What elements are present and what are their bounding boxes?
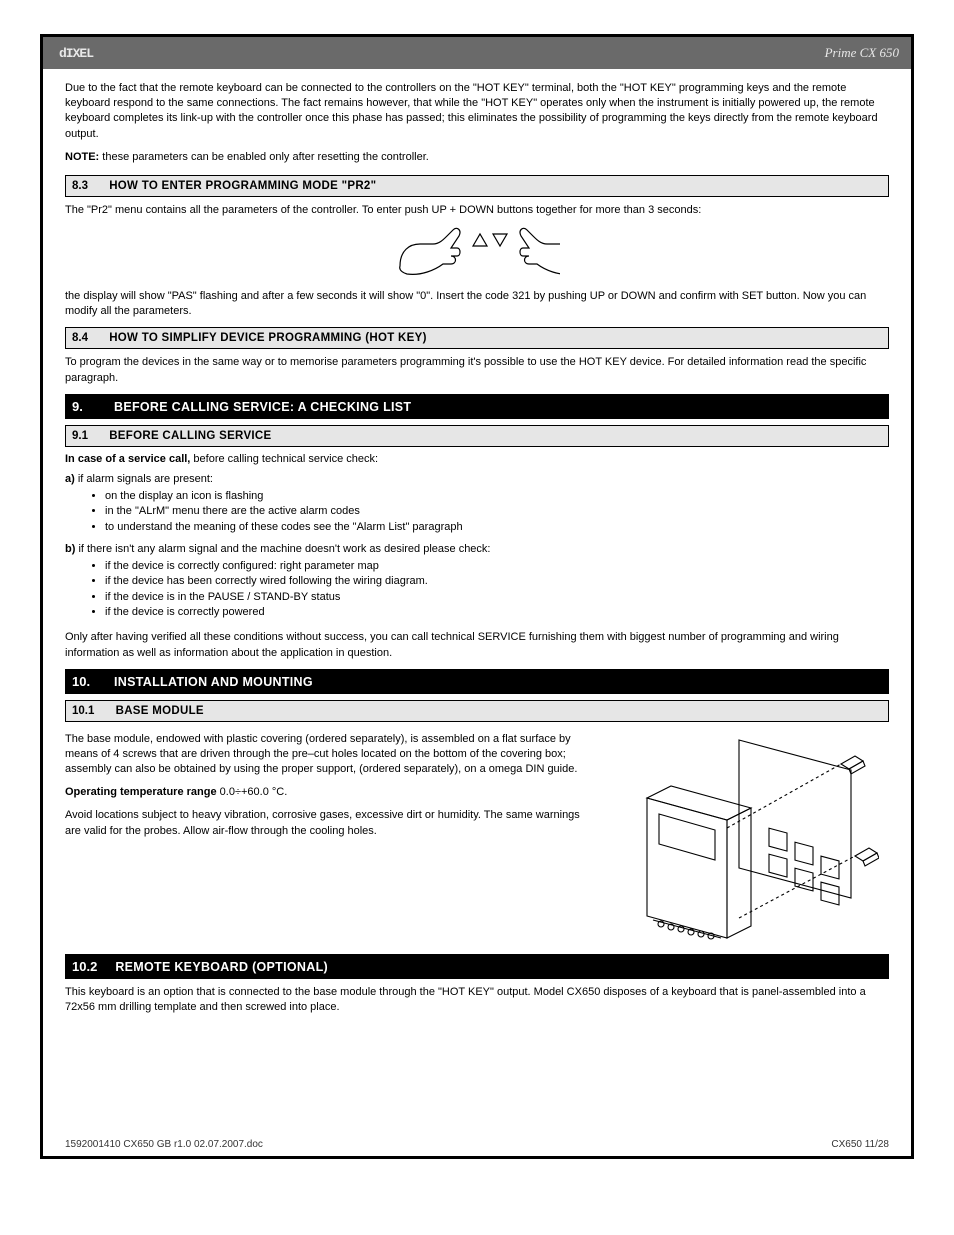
section-10-1-header: 10.1 BASE MODULE	[65, 700, 889, 722]
section-8-3-p2: the display will show "PAS" flashing and…	[65, 289, 889, 319]
header-bar: dIXEL Prime CX 650	[43, 37, 911, 69]
section-10-2-p1: This keyboard is an option that is conne…	[65, 985, 889, 1015]
check-b-list: if the device is correctly configured: r…	[105, 559, 889, 621]
check-a-label: a)	[65, 473, 75, 485]
section-10-1-range: Operating temperature range 0.0÷+60.0 °C…	[65, 785, 595, 800]
section-title: REMOTE KEYBOARD (OPTIONAL)	[115, 960, 328, 974]
section-9-1-header: 9.1 BEFORE CALLING SERVICE	[65, 425, 889, 447]
section-9-1-last: Only after having verified all these con…	[65, 630, 889, 660]
down-triangle-icon	[493, 234, 507, 246]
footer-left: 1592001410 CX650 GB r1.0 02.07.2007.doc	[65, 1139, 263, 1150]
section-9-1-intro: In case of a service call, before callin…	[65, 453, 889, 465]
list-item: to understand the meaning of these codes…	[105, 520, 889, 535]
section-10-header: 10. INSTALLATION AND MOUNTING	[65, 669, 889, 694]
page-footer: 1592001410 CX650 GB r1.0 02.07.2007.doc …	[65, 1139, 889, 1150]
section-8-3-p1: The "Pr2" menu contains all the paramete…	[65, 203, 889, 218]
section-number: 10.1	[72, 705, 94, 717]
check-b-label: b)	[65, 543, 75, 555]
check-a-text: if alarm signals are present:	[75, 473, 213, 485]
up-down-hands-icon	[395, 226, 560, 281]
page-body: Due to the fact that the remote keyboard…	[43, 69, 911, 1035]
section-number: 8.4	[72, 332, 88, 344]
check-a-list: on the display an icon is flashing in th…	[105, 489, 889, 535]
list-item: in the "ALrM" menu there are the active …	[105, 504, 889, 519]
panel-mount-icon	[619, 728, 879, 948]
check-b-text: if there isn't any alarm signal and the …	[75, 543, 490, 555]
section-title: INSTALLATION AND MOUNTING	[114, 675, 313, 689]
section-title: HOW TO ENTER PROGRAMMING MODE "PR2"	[109, 180, 376, 192]
section-8-4-header: 8.4 HOW TO SIMPLIFY DEVICE PROGRAMMING (…	[65, 327, 889, 349]
section-8-3-header: 8.3 HOW TO ENTER PROGRAMMING MODE "PR2"	[65, 175, 889, 197]
section-10-1-text: The base module, endowed with plastic co…	[65, 728, 595, 948]
mounting-drawing	[609, 728, 889, 948]
section-number: 8.3	[72, 180, 88, 192]
intro-paragraph: Due to the fact that the remote keyboard…	[65, 81, 889, 142]
list-item: if the device is correctly configured: r…	[105, 559, 889, 574]
section-title: BEFORE CALLING SERVICE	[109, 430, 271, 442]
list-item: if the device has been correctly wired f…	[105, 574, 889, 589]
intro-rest: before calling technical service check:	[193, 453, 378, 465]
section-number: 10.2	[72, 959, 97, 974]
check-b-head: b) if there isn't any alarm signal and t…	[65, 543, 889, 555]
section-number: 9.	[72, 399, 96, 414]
section-number: 9.1	[72, 430, 88, 442]
check-a-head: a) if alarm signals are present:	[65, 473, 889, 485]
intro-bold: In case of a service call,	[65, 453, 193, 465]
note-text: these parameters can be enabled only aft…	[99, 151, 429, 163]
section-number: 10.	[72, 674, 96, 689]
intro-note: NOTE: these parameters can be enabled on…	[65, 150, 889, 165]
note-label: NOTE:	[65, 151, 99, 163]
section-9-header: 9. BEFORE CALLING SERVICE: A CHECKING LI…	[65, 394, 889, 419]
list-item: if the device is correctly powered	[105, 605, 889, 620]
section-10-1-p2: Avoid locations subject to heavy vibrati…	[65, 808, 595, 838]
section-10-1-p1: The base module, endowed with plastic co…	[65, 732, 595, 778]
product-name: Prime CX 650	[825, 45, 899, 61]
section-10-2-header: 10.2 REMOTE KEYBOARD (OPTIONAL)	[65, 954, 889, 979]
section-title: BEFORE CALLING SERVICE: A CHECKING LIST	[114, 400, 411, 414]
list-item: on the display an icon is flashing	[105, 489, 889, 504]
list-item: if the device is in the PAUSE / STAND‑BY…	[105, 590, 889, 605]
brand-logo: dIXEL	[55, 44, 97, 63]
section-8-4-p1: To program the devices in the same way o…	[65, 355, 889, 385]
section-title: BASE MODULE	[116, 705, 204, 717]
page-frame: dIXEL Prime CX 650 Due to the fact that …	[40, 34, 914, 1159]
hands-illustration	[65, 226, 889, 281]
range-label: Operating temperature range	[65, 786, 217, 798]
footer-right: CX650 11/28	[831, 1139, 889, 1150]
section-title: HOW TO SIMPLIFY DEVICE PROGRAMMING (HOT …	[109, 332, 427, 344]
range-value: 0.0÷+60.0 °C.	[220, 786, 288, 798]
section-10-1-body: The base module, endowed with plastic co…	[65, 728, 889, 948]
up-triangle-icon	[473, 234, 487, 246]
